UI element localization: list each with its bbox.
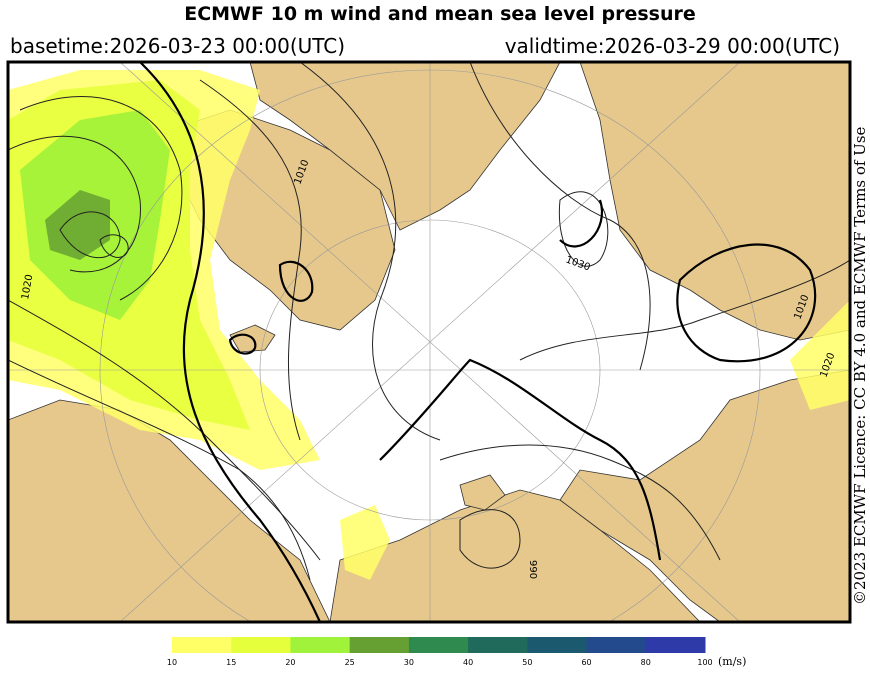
colorbar-swatch xyxy=(349,637,410,653)
colorbar-swatch xyxy=(408,637,469,653)
wind-25-30 xyxy=(45,190,110,260)
colorbar-swatch xyxy=(231,637,291,653)
map-frame xyxy=(6,60,852,624)
colorbar-swatch xyxy=(468,637,528,653)
colorbar: 10 15 20 25 30 40 50 60 80 100 xyxy=(167,637,713,667)
alaska-siberia-east xyxy=(579,62,850,341)
svalbard xyxy=(459,474,506,511)
colorbar-tick-label: 40 xyxy=(463,658,473,667)
colorbar-tick-label: 15 xyxy=(226,658,236,667)
colorbar-unit: (m/s) xyxy=(718,655,746,668)
colorbar-swatch xyxy=(527,637,588,653)
graticule xyxy=(8,62,850,622)
colorbar-swatch xyxy=(290,637,351,653)
colorbar-tick-label: 50 xyxy=(522,658,532,667)
isobars xyxy=(8,62,850,622)
wind-10-15-pacific xyxy=(790,300,850,410)
map-area xyxy=(8,62,850,622)
colorbar-tick-label: 100 xyxy=(697,658,712,667)
colorbar-tick-label: 60 xyxy=(581,658,591,667)
credit: ©2023 ECMWF Licence: CC BY 4.0 and ECMWF… xyxy=(851,126,869,605)
contour-label: 1020 xyxy=(20,274,35,301)
colorbar-tick-label: 25 xyxy=(345,658,355,667)
wind-10-15-barents xyxy=(340,505,390,580)
colorbar-tick-label: 20 xyxy=(285,658,295,667)
colorbar-tick-label: 10 xyxy=(167,658,177,667)
basetime: basetime:2026-03-23 00:00(UTC) xyxy=(10,34,345,58)
colorbar-swatch xyxy=(645,637,706,653)
colorbar-tick-label: 80 xyxy=(641,658,651,667)
validtime: validtime:2026-03-29 00:00(UTC) xyxy=(505,34,840,58)
colorbar-swatch xyxy=(586,637,647,653)
colorbar-swatch xyxy=(172,637,232,653)
colorbar-tick-label: 30 xyxy=(404,658,414,667)
contour-label: 990 xyxy=(527,560,538,579)
title: ECMWF 10 m wind and mean sea level press… xyxy=(184,3,696,25)
